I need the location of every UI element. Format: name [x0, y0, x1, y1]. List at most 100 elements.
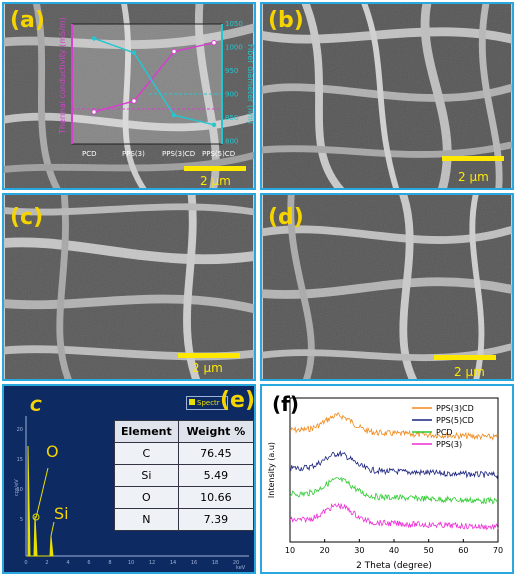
table-cell-weight: 76.45	[177, 442, 254, 465]
edx-x-tick-label: 0	[24, 560, 27, 566]
xrd-x-ticks: 10 20 30 40 50 60 70	[285, 539, 503, 555]
edx-composition-table: Element Weight % C 76.45 Si 5.49 O 10.66…	[114, 420, 254, 531]
xrd-tick-label: 10	[285, 546, 295, 555]
panel-e-edx: 0 2 4 6 8 10 12 14 16 18 20 20 15 10 5 cps/eV keV C O…	[2, 384, 256, 574]
xrd-x-axis-label: 2 Theta (degree)	[356, 561, 432, 571]
edx-x-tick-label: 2	[45, 560, 48, 566]
scale-text-b: 2 μm	[458, 170, 489, 184]
panel-label-a: (a)	[10, 8, 45, 33]
panel-label-e: (e)	[220, 388, 256, 413]
table-cell-weight: 5.49	[177, 464, 254, 487]
panel-label-c: (c)	[10, 205, 44, 230]
edx-y-tick-label: 15	[17, 457, 23, 463]
xrd-y-axis-label: Intensity (a.u)	[267, 442, 276, 498]
scale-text-d: 2 μm	[454, 365, 485, 379]
xrd-legend: PPS(3)CD PPS(5)CD PCD PPS(3)	[412, 404, 474, 449]
edx-legend-text: Spectr	[197, 399, 220, 407]
sem-image-c	[4, 195, 254, 379]
diameter-line	[93, 37, 215, 126]
scale-bar-a	[184, 166, 246, 171]
edx-spectrum: 0 2 4 6 8 10 12 14 16 18 20 20 15 10 5 cps/eV keV	[14, 416, 249, 571]
peak-o-marker	[32, 513, 40, 521]
table-header-weight: Weight %	[177, 420, 254, 443]
panel-b: (b) 2 μm	[260, 2, 514, 190]
edx-x-tick-label: 20	[233, 560, 239, 566]
inset-right-axis-label: Fiber diameter (nm)	[246, 44, 255, 124]
edx-x-tick-label: 18	[212, 560, 218, 566]
diameter-point	[131, 50, 137, 55]
edx-x-tick-label: 14	[170, 560, 176, 566]
right-tick-label: 850	[225, 114, 238, 122]
panel-label-d: (d)	[268, 205, 304, 230]
thermal-point	[211, 40, 217, 46]
inset-category-labels: PCD PPS(3) PPS(3)CD PPS(5)CD	[82, 150, 235, 158]
table-cell-element: Si	[114, 464, 179, 487]
inset-chart: 1050 1000 950 900 850 800 PCD PPS(3) PPS(3)CD PP…	[58, 17, 255, 158]
panel-label-f: (f)	[272, 392, 299, 416]
inset-left-axis-label: Thermal conductivity (mS/m)	[58, 17, 67, 135]
edx-peak-o: O	[46, 442, 59, 461]
scale-bar-d	[434, 355, 496, 360]
diameter-series	[91, 36, 217, 128]
table-header-element: Element	[114, 420, 179, 443]
thermal-point	[131, 98, 137, 104]
sem-image-d	[262, 195, 512, 379]
inset-category-label: PPS(5)CD	[202, 150, 235, 158]
inset-category-label: PCD	[82, 150, 97, 158]
scale-bar-b	[442, 156, 504, 161]
xrd-series-line	[289, 412, 499, 441]
edx-x-tick-label: 6	[87, 560, 90, 566]
edx-x-ticks: 0 2 4 6 8 10 12 14 16 18 20	[24, 560, 239, 566]
diameter-point	[211, 122, 217, 128]
panel-c: (c) 2 μm	[2, 193, 256, 381]
peak-si-pointer	[50, 521, 55, 537]
xrd-tick-label: 60	[458, 546, 468, 555]
table-row: O 10.66	[114, 486, 254, 509]
table-cell-weight: 7.39	[177, 508, 254, 531]
edx-y-tick-label: 20	[17, 427, 23, 433]
edx-element-label: C	[30, 396, 42, 415]
scale-bar-c	[178, 353, 240, 358]
right-tick-label: 900	[225, 91, 238, 99]
right-tick-label: 1050	[225, 20, 243, 28]
edx-x-tick-label: 4	[66, 560, 69, 566]
xrd-tick-label: 50	[424, 546, 434, 555]
edx-x-tick-label: 12	[149, 560, 155, 566]
xrd-legend-label: PCD	[436, 428, 453, 437]
edx-x-axis-label: keV	[236, 565, 246, 571]
edx-y-ticks: 20 15 10 5	[17, 427, 23, 523]
xrd-legend-label: PPS(3)CD	[436, 404, 474, 413]
right-tick-label: 1000	[225, 44, 243, 52]
thermal-point	[91, 109, 97, 115]
right-tick-label: 950	[225, 67, 238, 75]
diameter-point	[91, 36, 97, 41]
table-row: Si 5.49	[114, 464, 254, 487]
edx-y-tick-label: 5	[20, 517, 23, 523]
edx-peaks	[27, 445, 54, 557]
edx-peak-si: Si	[54, 504, 69, 523]
panel-f-xrd: 10 20 30 40 50 60 70 PPS(3)CD PPS(5)CD PCD PPS(3)…	[260, 384, 514, 574]
scale-text-a: 2 μm	[200, 174, 231, 188]
xrd-chart: 10 20 30 40 50 60 70 PPS(3)CDPPS(5)CDPCDPPS(3)…	[267, 397, 503, 571]
edx-y-axis-label: cps/eV	[14, 479, 20, 496]
table-header-row: Element Weight %	[114, 420, 254, 443]
table-cell-element: N	[114, 508, 179, 531]
xrd-series-lines	[289, 412, 499, 531]
table-cell-weight: 10.66	[177, 486, 254, 509]
diameter-point	[171, 113, 177, 118]
table-cell-element: O	[114, 486, 179, 509]
scale-text-c: 2 μm	[192, 361, 223, 375]
edx-legend-swatch	[189, 399, 195, 405]
edx-x-tick-label: 16	[191, 560, 197, 566]
edx-x-tick-label: 8	[108, 560, 111, 566]
table-row: C 76.45	[114, 442, 254, 465]
edx-legend: Spectr	[186, 396, 228, 410]
right-tick-label: 800	[225, 138, 238, 146]
right-axis-ticks: 1050 1000 950 900 850 800	[225, 20, 243, 146]
sem-image-a	[4, 4, 254, 188]
xrd-tick-label: 70	[493, 546, 503, 555]
peak-o-pointer	[35, 467, 49, 519]
table-cell-element: C	[114, 442, 179, 465]
edx-x-tick-label: 10	[128, 560, 134, 566]
panel-a: (a) 1050 1000 950 900 850 800 PCD PPS(3) PPS(3)…	[2, 2, 256, 190]
